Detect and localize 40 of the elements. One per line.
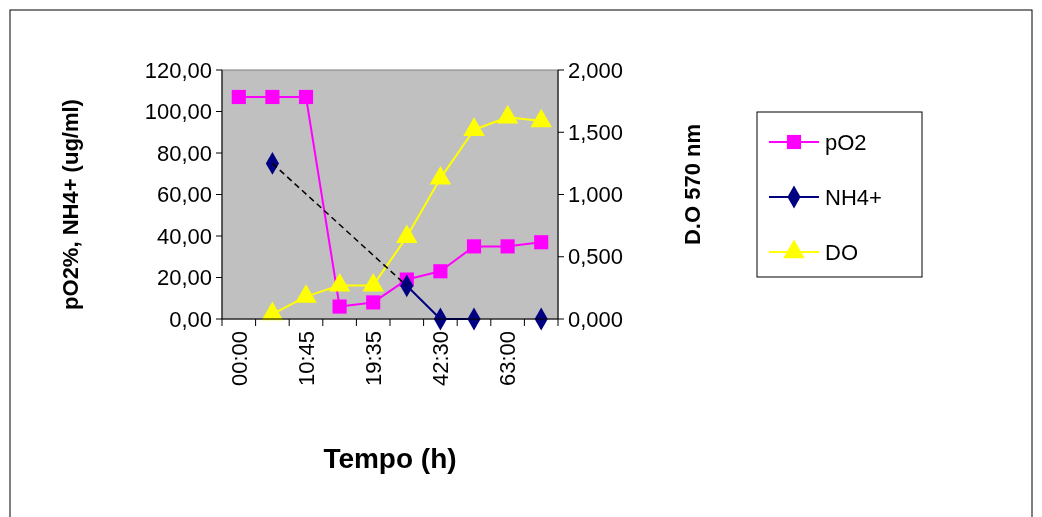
x-tick-label: 10:45 (293, 331, 319, 387)
point (466, 239, 482, 254)
y2-tick-label: 0,500 (568, 244, 624, 270)
point (362, 272, 384, 292)
y-axis-title: pO2%, NH4+ (ug/ml) (58, 99, 83, 310)
point (534, 235, 549, 250)
y-tick-label: 40,00 (156, 223, 212, 249)
point (396, 224, 418, 244)
x-tick-label: 42:30 (428, 331, 454, 387)
point (463, 117, 485, 136)
y2-tick-label: 2,000 (568, 57, 624, 83)
point (496, 104, 519, 124)
y-tick-label: 0,00 (169, 306, 212, 332)
point (433, 264, 448, 279)
x-tick-label: 00:00 (226, 331, 252, 387)
y-tick-label: 20,00 (156, 265, 212, 291)
point (265, 89, 280, 105)
x-tick-label: 19:35 (360, 331, 386, 387)
y2-tick-label: 1,000 (568, 182, 624, 208)
legend-label: DO (825, 239, 858, 265)
y2-tick-label: 1,500 (568, 119, 624, 145)
legend-label: NH4+ (825, 184, 882, 210)
y2-tick-label: 0,000 (568, 306, 624, 332)
y-tick-label: 120,00 (144, 57, 212, 83)
point (295, 284, 317, 303)
point (328, 272, 351, 292)
point (366, 295, 381, 310)
y2-axis-title: D.O 570 nm (680, 123, 705, 246)
x-tick-label: 63:00 (495, 331, 521, 387)
point (231, 89, 246, 105)
point (530, 108, 552, 128)
y-tick-label: 60,00 (156, 182, 212, 208)
x-axis-title: Tempo (h) (323, 443, 457, 474)
y-tick-label: 80,00 (156, 140, 212, 166)
point (500, 239, 515, 254)
point (332, 299, 347, 314)
legend-label: pO2 (825, 129, 867, 155)
y-tick-label: 100,00 (144, 99, 212, 125)
point (429, 165, 452, 185)
point (298, 89, 314, 105)
